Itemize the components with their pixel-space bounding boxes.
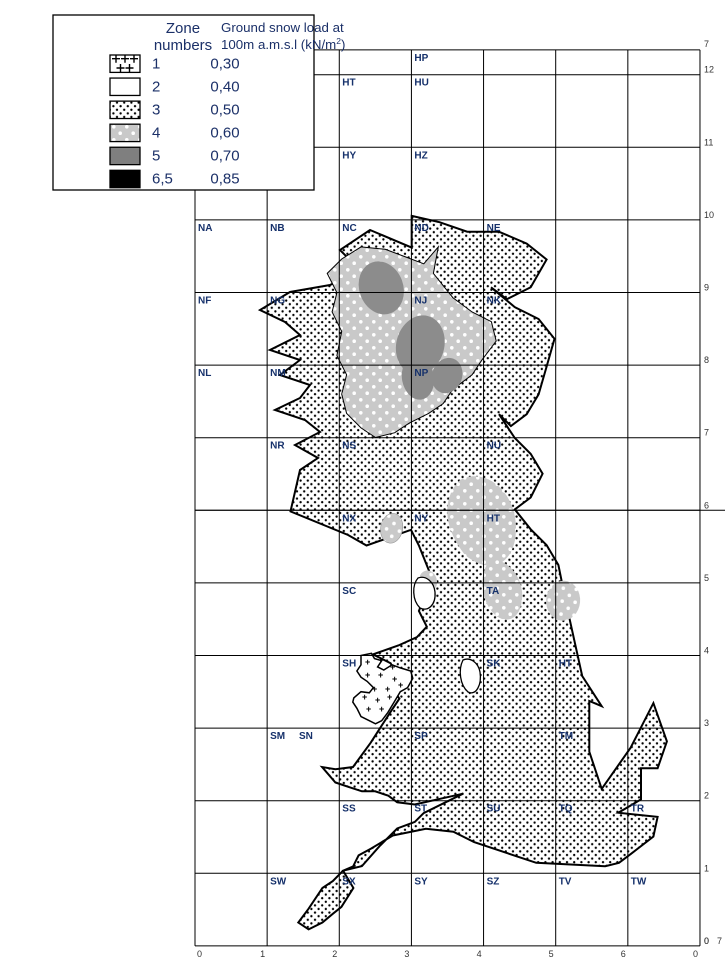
svg-text:NR: NR [270,441,285,452]
svg-text:0,40: 0,40 [210,78,239,95]
svg-text:Ground snow load at: Ground snow load at [221,20,344,35]
svg-text:NA: NA [198,223,212,234]
svg-text:TR: TR [631,804,645,815]
svg-text:+: + [390,662,395,672]
svg-text:SK: SK [487,659,502,670]
svg-text:+: + [379,704,384,714]
svg-text:3: 3 [152,102,160,119]
svg-text:4: 4 [477,949,482,959]
svg-text:HT: HT [559,659,572,670]
svg-text:2: 2 [332,949,337,959]
svg-text:SU: SU [487,804,501,815]
svg-text:+: + [362,692,367,702]
svg-text:+: + [392,674,397,684]
svg-text:4: 4 [152,125,160,142]
svg-text:HY: HY [342,150,356,161]
svg-text:3: 3 [404,949,409,959]
svg-text:5: 5 [704,573,709,583]
svg-text:TQ: TQ [559,804,573,815]
svg-text:7: 7 [704,39,709,49]
svg-text:HZ: HZ [414,150,427,161]
svg-text:NK: NK [487,296,502,307]
svg-text:SY: SY [414,876,428,887]
svg-text:0: 0 [197,949,202,959]
svg-text:+: + [398,680,403,690]
svg-text:+: + [366,704,371,714]
svg-text:6: 6 [704,500,709,510]
svg-text:numbers: numbers [154,37,212,54]
svg-text:0,50: 0,50 [210,102,239,119]
svg-text:ND: ND [414,223,428,234]
svg-text:0,60: 0,60 [210,125,239,142]
svg-text:TM: TM [559,731,573,742]
svg-text:NX: NX [342,513,356,524]
svg-text:HT: HT [342,78,355,89]
svg-text:5: 5 [152,148,160,165]
svg-text:100m a.m.s.l (kN/m2): 100m a.m.s.l (kN/m2) [221,36,345,52]
svg-text:TW: TW [631,876,647,887]
svg-text:10: 10 [704,210,714,220]
svg-text:NG: NG [270,296,285,307]
svg-text:0: 0 [704,936,709,946]
svg-text:7: 7 [717,936,722,946]
svg-text:2: 2 [152,78,160,95]
svg-text:NL: NL [198,368,211,379]
svg-text:0,30: 0,30 [210,55,239,72]
svg-text:TA: TA [487,586,500,597]
svg-text:9: 9 [704,283,709,293]
svg-text:NE: NE [487,223,501,234]
svg-text:NP: NP [414,368,428,379]
svg-text:1: 1 [704,863,709,873]
svg-text:Zone: Zone [166,20,200,37]
svg-text:NC: NC [342,223,356,234]
svg-text:6,5: 6,5 [152,171,173,188]
svg-text:+: + [365,657,370,667]
svg-text:+: + [378,670,383,680]
svg-text:ST: ST [414,804,427,815]
svg-text:1: 1 [152,55,160,72]
svg-text:SC: SC [342,586,356,597]
svg-text:NU: NU [487,441,501,452]
svg-text:7: 7 [704,428,709,438]
svg-text:5: 5 [549,949,554,959]
svg-text:NY: NY [414,513,428,524]
svg-text:11: 11 [704,137,713,147]
svg-text:1: 1 [260,949,265,959]
svg-text:SH: SH [342,659,356,670]
svg-text:SP: SP [414,731,428,742]
svg-text:TV: TV [559,876,572,887]
svg-text:0,70: 0,70 [210,148,239,165]
svg-text:+: + [365,670,370,680]
svg-text:NJ: NJ [414,296,427,307]
svg-text:8: 8 [704,355,709,365]
svg-text:HT: HT [487,513,500,524]
svg-text:NS: NS [342,441,356,452]
svg-text:SN: SN [299,731,313,742]
svg-text:3: 3 [704,718,709,728]
svg-text:NF: NF [198,296,211,307]
svg-text:SM: SM [270,731,285,742]
svg-text:12: 12 [704,65,714,75]
svg-text:SX: SX [342,876,356,887]
svg-text:SZ: SZ [487,876,500,887]
svg-text:+: + [387,692,392,702]
svg-text:0,85: 0,85 [210,171,239,188]
svg-text:NB: NB [270,223,284,234]
svg-text:SW: SW [270,876,287,887]
svg-text:HP: HP [414,53,428,64]
svg-text:HU: HU [414,78,428,89]
svg-text:0: 0 [693,949,698,959]
svg-text:SS: SS [342,804,356,815]
svg-text:6: 6 [621,949,626,959]
svg-text:+: + [378,655,383,665]
svg-text:NM: NM [270,368,286,379]
svg-text:2: 2 [704,791,709,801]
svg-text:4: 4 [704,646,709,656]
svg-text:+: + [372,684,377,694]
